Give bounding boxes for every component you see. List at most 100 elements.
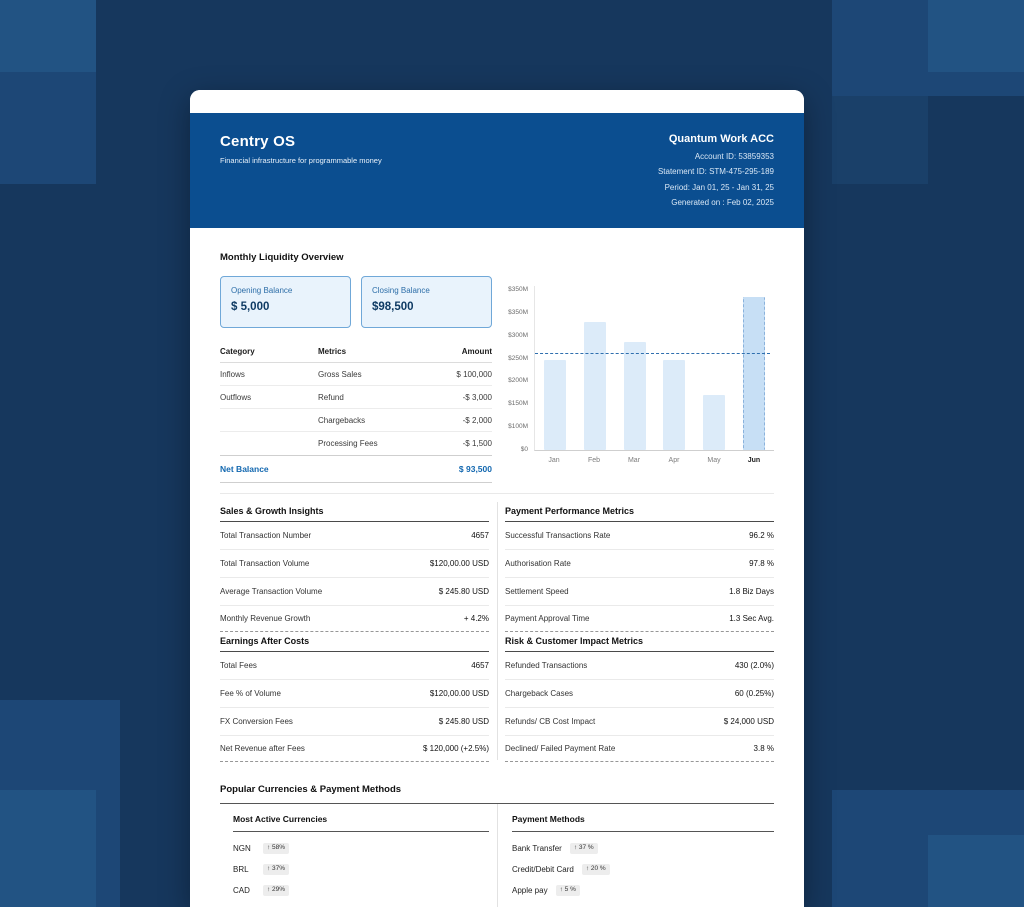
payment-method-row: Apple pay ↑ 5 %: [512, 880, 774, 901]
background-tile: [0, 790, 96, 907]
y-axis-tick-label: $150M: [508, 400, 528, 408]
metrics-panel: Sales & Growth Insights Total Transaction…: [220, 506, 489, 632]
y-axis-tick-label: $300M: [508, 331, 528, 339]
account-id: Account ID: 53859353: [694, 151, 774, 161]
bar-jan: [543, 360, 566, 450]
metric-row: Chargeback Cases 60 (0.25%): [505, 680, 774, 708]
currencies-title: Most Active Currencies: [233, 814, 489, 832]
y-axis-tick-label: $0: [520, 445, 528, 453]
opening-balance-label: Opening Balance: [231, 286, 293, 295]
x-axis-label: Apr: [668, 457, 680, 464]
cell-metric: Gross Sales: [318, 369, 362, 379]
currency-row: CAD ↑ 29%: [233, 880, 489, 901]
metric-label: Fee % of Volume: [220, 689, 281, 698]
metric-label: Chargeback Cases: [505, 689, 574, 698]
payment-method-name: Apple pay: [512, 886, 548, 895]
currency-code: BRL: [233, 865, 249, 874]
metric-label: Average Transaction Volume: [220, 587, 323, 596]
metric-row: Payment Approval Time 1.3 Sec Avg.: [505, 606, 774, 632]
statement-header: Centry OS Financial infrastructure for p…: [190, 113, 804, 228]
cell-amount: -$ 2,000: [462, 415, 492, 425]
metric-label: FX Conversion Fees: [220, 717, 293, 726]
panel-title: Risk & Customer Impact Metrics: [505, 636, 774, 652]
trend-badge: ↑ 5 %: [555, 885, 580, 896]
bar-column: [615, 342, 655, 450]
metric-row: Refunds/ CB Cost Impact $ 24,000 USD: [505, 708, 774, 736]
metric-row: Average Transaction Volume $ 245.80 USD: [220, 578, 489, 606]
metric-value: 3.8 %: [753, 744, 774, 753]
table-row: Processing Fees -$ 1,500: [220, 432, 492, 455]
cell-metric: Chargebacks: [318, 415, 366, 425]
currency-code: NGN: [233, 844, 251, 853]
trend-badge: ↑ 29%: [263, 885, 290, 896]
table-row: Outflows Refund -$ 3,000: [220, 386, 492, 409]
metric-value: 96.2 %: [749, 531, 774, 540]
bar-may: [703, 395, 726, 450]
metrics-panel: Risk & Customer Impact Metrics Refunded T…: [505, 636, 774, 762]
trend-badge: ↑ 37%: [263, 864, 290, 875]
background-tile: [0, 0, 96, 72]
metric-label: Declined/ Failed Payment Rate: [505, 744, 616, 753]
net-balance-label: Net Balance: [220, 464, 269, 474]
metric-row: Fee % of Volume $120,00.00 USD: [220, 680, 489, 708]
payment-methods-list: Bank Transfer ↑ 37 % Credit/Debit Card ↑ 20…: [512, 838, 774, 901]
bar-apr: [663, 360, 686, 450]
background-tile: [832, 96, 928, 184]
trend-badge: ↑ 58%: [263, 843, 290, 854]
cell-metric: Processing Fees: [318, 439, 378, 448]
statement-document: Centry OS Financial infrastructure for p…: [190, 90, 804, 907]
trend-badge: ↑ 20 %: [581, 864, 610, 875]
cell-metric: Refund: [318, 392, 344, 402]
bar-column: [694, 395, 734, 450]
currency-code: CAD: [233, 886, 250, 895]
metric-label: Refunds/ CB Cost Impact: [505, 717, 596, 726]
metric-value: 4657: [471, 661, 489, 670]
bar-column: [734, 297, 774, 450]
y-axis-tick-label: $350M: [508, 286, 528, 293]
chart-x-labels: Jan Feb Mar Apr May Jun: [534, 457, 774, 464]
brand-tagline: Financial infrastructure for programmabl…: [220, 156, 382, 165]
opening-balance-value: $ 5,000: [231, 301, 270, 313]
y-axis-tick-label: $250M: [508, 354, 528, 362]
metric-value: $120,00.00 USD: [429, 689, 489, 698]
payment-method-name: Bank Transfer: [512, 844, 562, 853]
cell-category: Inflows: [220, 369, 245, 379]
y-axis-tick-label: $100M: [508, 423, 528, 431]
table-row: Chargebacks -$ 2,000: [220, 409, 492, 432]
background-tile: [928, 835, 1024, 907]
metric-value: 430 (2.0%): [734, 661, 774, 670]
metric-label: Net Revenue after Fees: [220, 744, 305, 753]
metric-row: Successful Transactions Rate 96.2 %: [505, 522, 774, 550]
metric-value: $ 245.80 USD: [438, 717, 489, 726]
metric-value: $120,00.00 USD: [429, 559, 489, 568]
metric-row: Declined/ Failed Payment Rate 3.8 %: [505, 736, 774, 762]
section-title-popular: Popular Currencies & Payment Methods: [220, 784, 774, 804]
net-balance-row: Net Balance $ 93,500: [220, 455, 492, 483]
liquidity-table: Category Metrics Amount Inflows Gross Sal…: [220, 340, 492, 483]
bar-column: [654, 360, 694, 450]
chart-plot-area: [534, 286, 774, 451]
liquidity-bar-chart: $350M $350M $300M $250M $200M $150M $100M $0 Ja…: [492, 276, 774, 483]
metric-value: + 4.2%: [463, 614, 489, 623]
liquidity-table-header: Category Metrics Amount: [220, 340, 492, 363]
statement-period: Period: Jan 01, 25 - Jan 31, 25: [664, 182, 774, 192]
payment-method-row: Bank Transfer ↑ 37 %: [512, 838, 774, 859]
account-block: Quantum Work ACC Account ID: 53859353 St…: [658, 133, 774, 207]
document-top-strip: [190, 90, 804, 113]
metric-row: Authorisation Rate 97.8 %: [505, 550, 774, 578]
metric-row: Total Transaction Volume $120,00.00 USD: [220, 550, 489, 578]
cell-amount: -$ 3,000: [462, 392, 492, 402]
liquidity-table-body: Inflows Gross Sales $ 100,000 Outflows Refun…: [220, 363, 492, 455]
net-balance-value: $ 93,500: [458, 464, 492, 474]
metrics-panel: Payment Performance Metrics Successful Tr…: [505, 506, 774, 632]
x-axis-label: Mar: [627, 457, 641, 464]
metric-value: 1.3 Sec Avg.: [729, 614, 774, 623]
payment-methods-column: Payment Methods Bank Transfer ↑ 37 % Credi…: [497, 814, 774, 907]
metric-value: 1.8 Biz Days: [729, 587, 774, 596]
currencies-list: NGN ↑ 58% BRL ↑ 37% CAD ↑ 29%: [233, 838, 489, 901]
metric-value: $ 24,000 USD: [723, 717, 774, 726]
y-axis-tick-label: $200M: [508, 377, 528, 385]
liquidity-section: Opening Balance $ 5,000 Closing Balance …: [220, 276, 774, 483]
panel-title: Sales & Growth Insights: [220, 506, 489, 522]
currency-row: NGN ↑ 58%: [233, 838, 489, 859]
